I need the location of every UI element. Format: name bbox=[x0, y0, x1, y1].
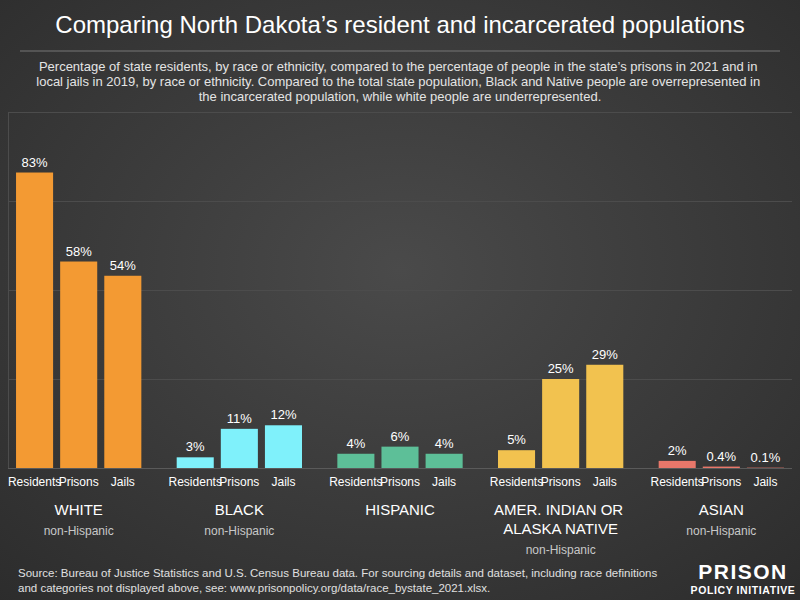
group-note: non-Hispanic bbox=[44, 524, 114, 538]
group-label: HISPANIC bbox=[365, 501, 435, 518]
text-line: Source: Bureau of Justice Statistics and… bbox=[18, 567, 660, 579]
bar bbox=[659, 461, 696, 468]
text-line: AMER. INDIAN OR bbox=[494, 501, 627, 518]
category-label: Jails bbox=[271, 475, 295, 489]
title-rule bbox=[20, 51, 780, 52]
data-label: 29% bbox=[592, 347, 618, 362]
bar bbox=[747, 467, 784, 468]
text-line: HISPANIC bbox=[365, 501, 435, 518]
grid-line bbox=[8, 112, 792, 113]
bar bbox=[586, 365, 623, 468]
tick bbox=[8, 112, 792, 113]
data-label: 11% bbox=[227, 411, 252, 426]
tick bbox=[8, 468, 792, 469]
bar bbox=[104, 276, 141, 468]
group-label: BLACK bbox=[215, 501, 264, 518]
source: Source: Bureau of Justice Statistics and… bbox=[18, 567, 660, 594]
group-note: non-Hispanic bbox=[526, 543, 596, 557]
category-label: Residents bbox=[651, 475, 704, 489]
labels: 83% Residents 58% Prisons 54% Jails WHITE non-H… bbox=[8, 155, 781, 557]
bar bbox=[16, 173, 53, 468]
category-label: Jails bbox=[753, 475, 777, 489]
category-label: Prisons bbox=[219, 475, 259, 489]
group-label: ASIAN bbox=[699, 501, 744, 518]
category-label: Residents bbox=[490, 475, 543, 489]
text-line: local jails in 2019, by race or ethnicit… bbox=[36, 74, 763, 89]
chart: Comparing North Dakota’s resident and in… bbox=[0, 0, 800, 600]
category-label: Jails bbox=[593, 475, 617, 489]
logo: PRISON bbox=[698, 560, 788, 583]
category-label: Prisons bbox=[541, 475, 581, 489]
text-line: and categories not displayed above, see:… bbox=[18, 582, 490, 594]
data-label: 12% bbox=[270, 407, 296, 422]
logo: POLICY INITIATIVE bbox=[691, 584, 796, 596]
bar bbox=[498, 450, 535, 468]
category-label: Residents bbox=[329, 475, 382, 489]
bar bbox=[60, 262, 97, 468]
bar bbox=[542, 379, 579, 468]
bar bbox=[703, 467, 740, 468]
bar bbox=[265, 425, 302, 468]
data-label: 54% bbox=[110, 258, 136, 273]
text-line: Percentage of state residents, by race o… bbox=[39, 59, 761, 74]
bar bbox=[381, 447, 418, 468]
data-label: 58% bbox=[66, 244, 92, 259]
data-label: 4% bbox=[435, 436, 454, 451]
category-label: Jails bbox=[432, 475, 456, 489]
grid-line bbox=[8, 468, 792, 469]
text-line: BLACK bbox=[215, 501, 264, 518]
group-note: non-Hispanic bbox=[686, 524, 756, 538]
category-label: Residents bbox=[8, 475, 61, 489]
category-label: Prisons bbox=[59, 475, 99, 489]
data-label: 3% bbox=[186, 439, 205, 454]
group-note: non-Hispanic bbox=[204, 524, 274, 538]
data-label: 25% bbox=[548, 361, 574, 376]
title: Comparing North Dakota’s resident and in… bbox=[55, 11, 744, 38]
group-label: WHITE bbox=[55, 501, 103, 518]
bars bbox=[16, 173, 784, 468]
category-label: Jails bbox=[111, 475, 135, 489]
tick bbox=[8, 201, 792, 202]
data-label: 4% bbox=[346, 436, 365, 451]
grid-line bbox=[8, 201, 792, 202]
data-label: 5% bbox=[507, 432, 526, 447]
bar bbox=[177, 457, 214, 468]
bar bbox=[221, 429, 258, 468]
category-label: Prisons bbox=[701, 475, 741, 489]
category-label: Prisons bbox=[380, 475, 420, 489]
data-label: 6% bbox=[391, 429, 410, 444]
data-label: 2% bbox=[668, 443, 687, 458]
bar bbox=[337, 454, 374, 468]
data-label: 0.1% bbox=[751, 450, 781, 465]
text-line: ALASKA NATIVE bbox=[503, 520, 618, 537]
text-line: WHITE bbox=[55, 501, 103, 518]
category-label: Residents bbox=[169, 475, 222, 489]
text-line: the incarcerated population, while white… bbox=[199, 89, 602, 104]
group-label: AMER. INDIAN OR ALASKA NATIVE bbox=[494, 501, 627, 537]
data-label: 83% bbox=[22, 155, 48, 170]
y-axis bbox=[8, 113, 792, 469]
data-label: 0.4% bbox=[706, 449, 736, 464]
bar bbox=[426, 454, 463, 468]
text-line: ASIAN bbox=[699, 501, 744, 518]
subtitle: Percentage of state residents, by race o… bbox=[36, 59, 763, 104]
background bbox=[0, 0, 800, 600]
